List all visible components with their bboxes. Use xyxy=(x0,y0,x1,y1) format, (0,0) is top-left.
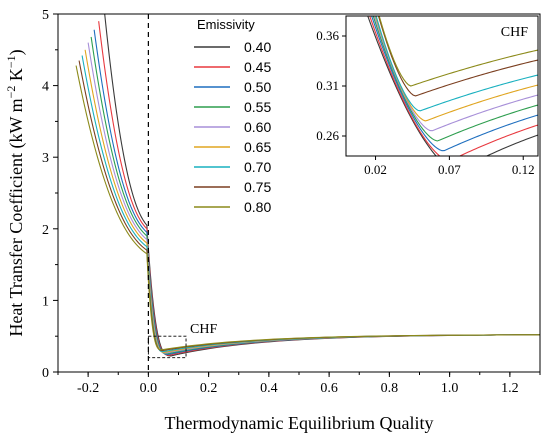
legend-label-0.45: 0.45 xyxy=(244,59,271,75)
legend-label-0.50: 0.50 xyxy=(244,79,271,95)
legend-label-0.60: 0.60 xyxy=(244,119,271,135)
axes-labels: -0.2 0.0 0.2 0.4 0.6 0.8 1.0 1.2 0 1 2 3 4 5 Thermodyn… xyxy=(4,8,541,433)
y-axis-label-part: K xyxy=(6,68,26,86)
y-tick-label: 0 xyxy=(42,366,49,381)
legend-label-0.65: 0.65 xyxy=(244,139,271,155)
inset-x-tick-label: 0.07 xyxy=(438,162,461,177)
legend: Emissivity 0.40 0.45 0.50 0.55 0.60 0.65 0.70 0.… xyxy=(194,17,271,215)
legend-label-0.75: 0.75 xyxy=(244,179,271,195)
x-tick-label: -0.2 xyxy=(77,381,99,396)
y-axis-label: Heat Transfer Coefficient (kW m−2 K−1) xyxy=(4,49,27,336)
x-tick-label: 0.0 xyxy=(140,381,158,396)
y-axis-label-part: −1 xyxy=(4,55,18,68)
y-tick-label: 5 xyxy=(42,8,49,23)
legend-label-0.55: 0.55 xyxy=(244,99,271,115)
y-tick-label: 3 xyxy=(42,151,49,166)
inset-series-line-0.75 xyxy=(377,16,538,97)
y-tick-label: 1 xyxy=(42,294,49,309)
inset-series-line-0.80 xyxy=(378,16,538,87)
inset-y-tick-label: 0.36 xyxy=(316,28,339,43)
inset-series-group xyxy=(367,16,538,156)
inset-series-line-0.45 xyxy=(369,16,538,156)
inset-series-line-0.60 xyxy=(373,16,538,132)
chf-zoom-box xyxy=(147,335,187,359)
inset-series-line-0.70 xyxy=(375,16,538,112)
x-axis-label: Thermodynamic Equilibrium Quality xyxy=(165,413,434,433)
inset-chart: 0.02 0.07 0.12 0.26 0.31 0.36 CHF xyxy=(316,15,539,177)
legend-title: Emissivity xyxy=(197,17,255,32)
x-tick-label: 0.6 xyxy=(320,381,338,396)
legend-label-0.40: 0.40 xyxy=(244,39,271,55)
x-tick-label: 0.8 xyxy=(381,381,399,396)
x-tick-label: 1.2 xyxy=(501,381,519,396)
chf-annotation: CHF xyxy=(190,322,217,337)
inset-x-tick-label: 0.12 xyxy=(512,162,535,177)
y-tick-label: 2 xyxy=(42,223,49,238)
inset-series-line-0.50 xyxy=(371,16,538,152)
inset-y-tick-label: 0.26 xyxy=(316,128,339,143)
x-tick-label: 0.2 xyxy=(200,381,218,396)
main-series-group xyxy=(75,14,540,357)
y-axis-label-part: Heat Transfer Coefficient (kW m xyxy=(6,98,27,336)
series-line-0.80 xyxy=(75,65,540,351)
y-tick-label: 4 xyxy=(42,80,49,95)
y-axis-label-part: −2 xyxy=(4,86,18,99)
y-axis-label-part: ) xyxy=(6,49,27,55)
inset-title: CHF xyxy=(501,25,528,40)
x-tick-label: 1.0 xyxy=(441,381,459,396)
inset-y-tick-label: 0.31 xyxy=(316,78,339,93)
legend-label-0.70: 0.70 xyxy=(244,159,271,175)
inset-x-tick-label: 0.02 xyxy=(364,162,387,177)
legend-label-0.80: 0.80 xyxy=(244,199,271,215)
inset-series-line-0.55 xyxy=(372,16,538,142)
x-tick-label: 0.4 xyxy=(260,381,278,396)
inset-series-line-0.40 xyxy=(367,16,538,156)
